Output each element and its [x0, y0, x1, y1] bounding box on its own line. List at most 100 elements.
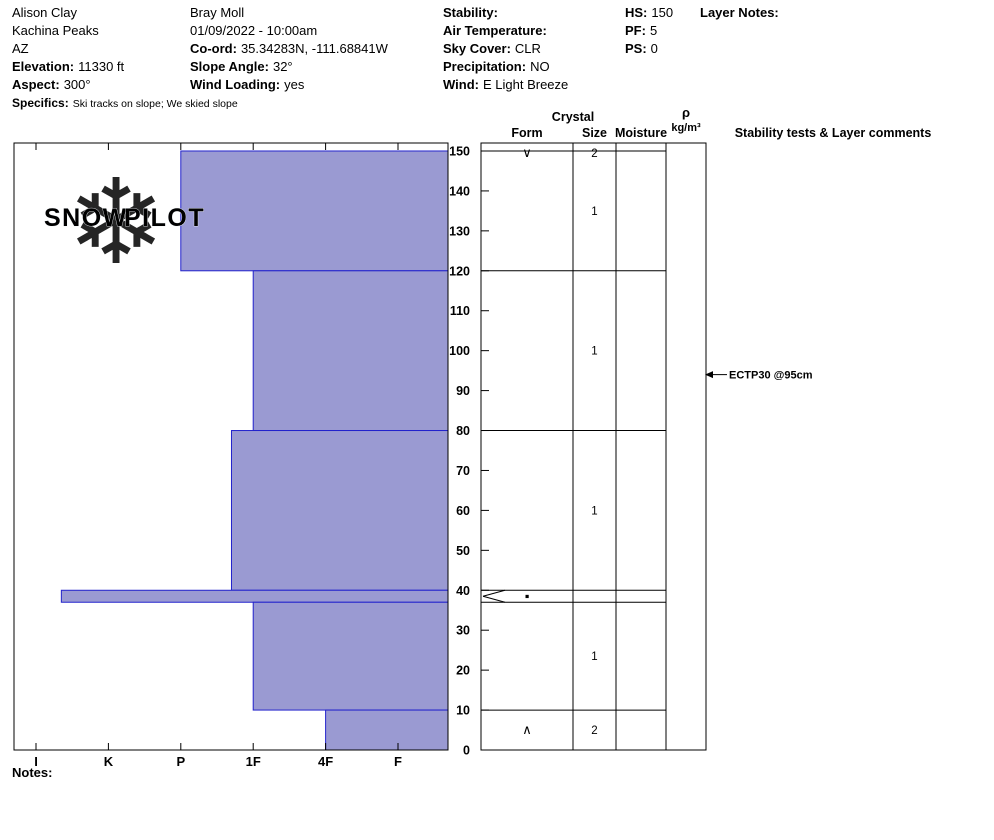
specifics-value: Ski tracks on slope; We skied slope	[72, 98, 238, 110]
observer-location-column: Alison Clay Kachina Peaks AZ Elevation: 1…	[12, 4, 238, 112]
watermark-word-pilot: PILOT	[124, 204, 205, 232]
hardness-tick-label: K	[104, 754, 114, 769]
pf-row: PF: 5	[625, 22, 673, 40]
depth-tick-label: 20	[456, 664, 470, 678]
grain-size-value: 2	[591, 725, 597, 737]
precipitation-row: Precipitation: NO	[443, 58, 568, 76]
snow-layer-bar	[180, 150, 449, 272]
slope-angle-label: Slope Angle:	[190, 59, 269, 74]
aspect-label: Aspect:	[12, 77, 60, 92]
depth-tick-label: 110	[450, 304, 470, 318]
slope-angle-row: Slope Angle: 32°	[190, 58, 388, 76]
hardness-tick-label: P	[176, 754, 185, 769]
wind-loading-label: Wind Loading:	[190, 77, 281, 92]
aspect-value: 300°	[63, 77, 91, 92]
stability-row: Stability:	[443, 4, 568, 22]
depth-tick-label: 100	[449, 344, 470, 358]
precipitation-label: Precipitation:	[443, 59, 527, 74]
observer-name: Bray Moll	[190, 5, 245, 20]
depth-tick-label: 30	[456, 624, 470, 638]
snow-layer-bar	[252, 270, 449, 432]
wind-row: Wind: E Light Breeze	[443, 76, 568, 94]
slope-angle-value: 32°	[272, 59, 293, 74]
notes-label: Notes:	[12, 765, 53, 780]
coord-row: Co-ord: 35.34283N, -111.68841W	[190, 40, 388, 58]
snow-layer-bar	[252, 601, 449, 711]
layer-notes-label-text: Layer Notes:	[700, 5, 779, 20]
elevation-row: Elevation: 11330 ft	[12, 58, 238, 76]
moisture-header: Moisture	[615, 126, 667, 140]
grain-size-value: 1	[591, 346, 597, 358]
density-header: ρ	[682, 105, 690, 120]
sky-cover-value: CLR	[514, 41, 541, 56]
depth-tick-label: 120	[449, 264, 470, 278]
pinched-layer-pointer	[482, 589, 506, 603]
hardness-bars	[60, 150, 449, 751]
form-header: Form	[511, 126, 542, 140]
ps-label: PS:	[625, 41, 647, 56]
depth-tick-label: 40	[456, 584, 470, 598]
depth-tick-label: 140	[449, 184, 470, 198]
ps-value: 0	[650, 41, 658, 56]
pf-value: 5	[649, 23, 658, 38]
watermark-word-snow: SNOW	[44, 204, 128, 232]
elevation-label: Elevation:	[12, 59, 75, 74]
depth-tick-label: 80	[456, 424, 470, 438]
coord-value: 35.34283N, -111.68841W	[240, 41, 388, 56]
air-temp-label: Air Temperature:	[443, 23, 547, 38]
depth-tick-label: 130	[449, 224, 470, 238]
layer-notes-column: Layer Notes:	[700, 4, 783, 22]
crystal-header: Crystal	[552, 110, 594, 124]
specifics-row: Specifics: Ski tracks on slope; We skied …	[12, 94, 238, 112]
depth-tick-label: 90	[456, 384, 470, 398]
snow-layer-bar	[60, 589, 449, 603]
conditions-column: Stability: Air Temperature: Sky Cover: CL…	[443, 4, 568, 94]
sky-cover-row: Sky Cover: CLR	[443, 40, 568, 58]
hardness-tick-label: I	[34, 754, 38, 769]
depth-tick-label: 150	[449, 144, 470, 158]
depth-tick-label: 50	[456, 544, 470, 558]
depth-tick-label: 10	[456, 704, 470, 718]
depth-tick-label: 0	[463, 744, 470, 758]
hardness-tick-label: F	[394, 754, 402, 769]
grain-size-value: 1	[591, 651, 597, 663]
hardness-chart-frame	[13, 142, 449, 751]
grain-size-value: 2	[591, 148, 597, 160]
specifics-label: Specifics:	[12, 96, 69, 110]
grain-size-column: 2 1 1 1 1 2	[591, 148, 597, 737]
layer-grid	[480, 142, 707, 751]
grain-size-value: 1	[591, 206, 597, 218]
coord-label: Co-ord:	[190, 41, 237, 56]
grain-form-symbol: ▪	[525, 588, 530, 603]
snow-layer-bar	[325, 709, 449, 751]
pit-area: Kachina Peaks	[12, 23, 99, 38]
depth-tick-label: 70	[456, 464, 470, 478]
left-arrow-icon	[705, 371, 713, 379]
grain-form-column: ∨ ▪ ∧	[522, 145, 532, 737]
observer2-datetime-column: Bray Moll 01/09/2022 - 10:00am Co-ord: 35…	[190, 4, 388, 94]
density-unit-header: kg/m³	[671, 122, 701, 134]
stability-test-annotations: ECTP30 @95cm	[705, 370, 813, 382]
ps-row: PS: 0	[625, 40, 673, 58]
size-header: Size	[582, 126, 607, 140]
hardness-axis: I K P 1F 4F F	[34, 143, 402, 769]
pit-user-name: Alison Clay	[12, 5, 78, 20]
pit-datetime: 01/09/2022 - 10:00am	[190, 23, 318, 38]
comments-header: Stability tests & Layer comments	[735, 126, 932, 140]
grid-headers: Crystal Form Size Moisture ρ kg/m³ Stability t…	[511, 105, 931, 140]
elevation-value: 11330 ft	[78, 59, 125, 74]
precipitation-value: NO	[530, 59, 550, 74]
hardness-tick-label: 1F	[246, 754, 261, 769]
depth-axis: 0 10 20 30 40 50 60 70 80 90 100 110 120 130 140 150	[449, 144, 470, 757]
snow-layer-bar	[230, 430, 449, 591]
hs-value: 150	[651, 5, 674, 20]
pit-state: AZ	[12, 41, 29, 56]
aspect-row: Aspect: 300°	[12, 76, 238, 94]
pf-label: PF:	[625, 23, 646, 38]
snowflake-icon: ❄	[67, 157, 166, 289]
stability-label: Stability:	[443, 5, 498, 20]
wind-label: Wind:	[443, 77, 479, 92]
